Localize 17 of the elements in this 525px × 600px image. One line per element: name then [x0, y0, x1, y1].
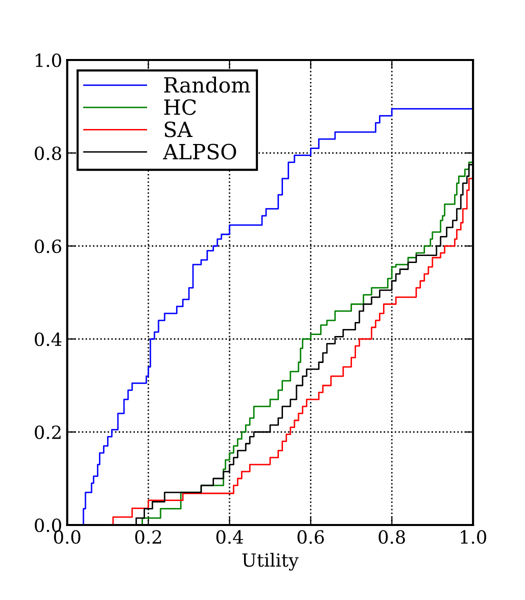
x-tick-label: 0.8	[378, 530, 405, 544]
y-tick-label: 0.2	[34, 425, 61, 440]
legend-label: ALPSO	[162, 144, 236, 160]
x-tick-label: 0.6	[298, 530, 324, 544]
x-tick-label: 0.4	[216, 530, 243, 544]
x-tick-label: 1.0	[460, 530, 486, 544]
legend-label: Random	[164, 76, 250, 93]
x-axis-title: Utility	[242, 552, 299, 571]
legend-label: SA	[164, 122, 193, 138]
x-tick-label: 0.0	[54, 530, 80, 544]
y-tick-label: 1.0	[36, 53, 62, 68]
y-tick-label: 0.0	[34, 518, 62, 532]
x-tick-label: 0.2	[135, 530, 161, 544]
y-tick-label: 0.4	[34, 332, 62, 346]
y-tick-label: 0.8	[34, 146, 62, 160]
y-tick-label: 0.6	[34, 239, 62, 254]
legend-label: HC	[164, 99, 196, 116]
